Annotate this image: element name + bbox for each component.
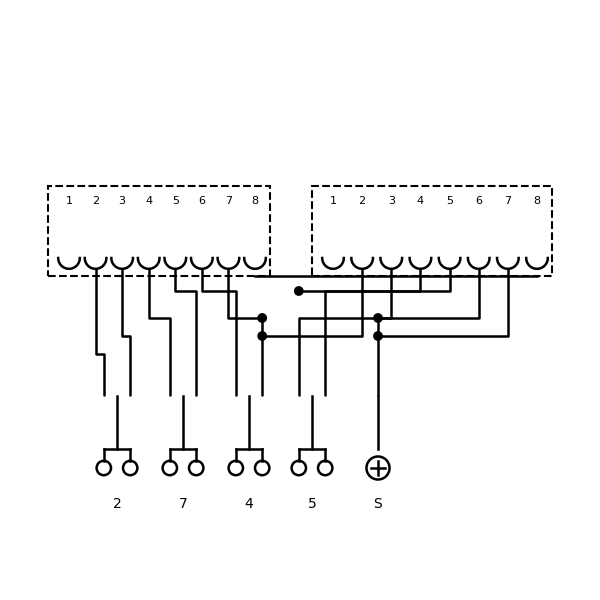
Text: 4: 4 (145, 196, 152, 206)
Text: 2: 2 (92, 196, 99, 206)
Text: 8: 8 (533, 196, 541, 206)
Text: 4: 4 (245, 497, 253, 511)
Text: 7: 7 (225, 196, 232, 206)
Text: 7: 7 (504, 196, 511, 206)
Text: 7: 7 (179, 497, 187, 511)
Text: 3: 3 (119, 196, 125, 206)
Circle shape (374, 314, 382, 322)
Text: 6: 6 (199, 196, 205, 206)
Text: 5: 5 (308, 497, 316, 511)
Text: 6: 6 (475, 196, 482, 206)
Text: 4: 4 (417, 196, 424, 206)
Text: 8: 8 (251, 196, 259, 206)
Circle shape (374, 332, 382, 340)
Text: 1: 1 (329, 196, 337, 206)
Text: S: S (374, 497, 382, 511)
Text: 2: 2 (359, 196, 366, 206)
Text: 3: 3 (388, 196, 395, 206)
Circle shape (258, 314, 266, 322)
Circle shape (295, 287, 303, 295)
Circle shape (258, 332, 266, 340)
Text: 5: 5 (446, 196, 453, 206)
Text: 5: 5 (172, 196, 179, 206)
Text: 2: 2 (113, 497, 121, 511)
Text: 1: 1 (65, 196, 73, 206)
